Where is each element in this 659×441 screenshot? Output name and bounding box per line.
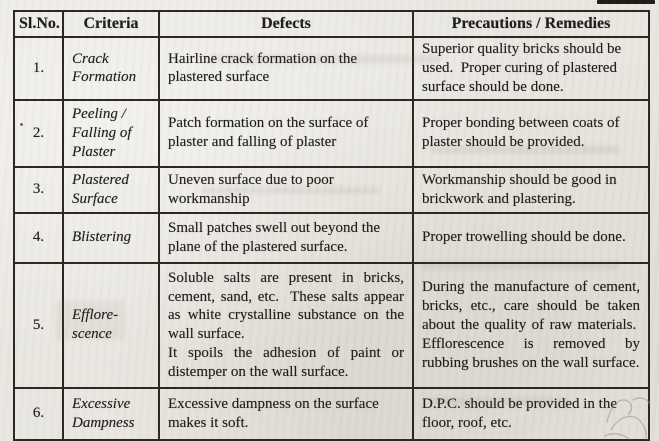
pencil-scribble-mark [604, 397, 651, 440]
criteria-cell: Peeling / Falling of Plaster [62, 98, 160, 168]
criteria-cell: Blistering [62, 211, 160, 264]
header-defects: Defects [158, 9, 414, 39]
defects-cell: Uneven surface due to poor workmanship [158, 165, 414, 214]
table-row: 5. Efflore- scence Soluble salts are pre… [13, 261, 650, 389]
precautions-cell: Superior quality bricks should be used. … [412, 36, 650, 101]
defects-cell: Small patches swell out beyond the plane… [158, 211, 414, 264]
criteria-cell: Crack Formation [62, 36, 160, 101]
header-precautions: Precautions / Remedies [412, 9, 650, 39]
precautions-cell: Proper trowelling should be done. [412, 211, 650, 264]
defects-cell: Soluble salts are present in bricks, cem… [158, 261, 414, 389]
row-number: 5. [13, 261, 64, 389]
scan-artifact-line [597, 0, 655, 4]
header-slno: Sl.No. [13, 9, 64, 39]
table-row: 2. Peeling / Falling of Plaster Patch fo… [13, 98, 650, 168]
criteria-cell: Efflore- scence [62, 261, 160, 389]
table-row: 3. Plastered Surface Uneven surface due … [13, 165, 650, 214]
table-row: 1. Crack Formation Hairline crack format… [13, 36, 650, 101]
precautions-cell: Workmanship should be good in brickwork … [412, 165, 650, 214]
scan-artifact-dot [20, 123, 23, 126]
row-number: 2. [13, 98, 64, 168]
criteria-cell: Excessive Dampness [62, 386, 160, 441]
row-number: 4. [13, 211, 64, 264]
criteria-cell: Plastered Surface [62, 165, 160, 214]
defects-cell: Hairline crack formation on the plastere… [158, 36, 414, 101]
defects-cell: Patch formation on the surface of plaste… [158, 98, 414, 168]
precautions-cell: Proper bonding between coats of plaster … [412, 98, 650, 168]
table-row: 4. Blistering Small patches swell out be… [13, 211, 650, 264]
precautions-cell: During the manufacture of cement, bricks… [412, 261, 650, 389]
row-number: 3. [13, 165, 64, 214]
defects-precautions-table: Sl.No. Criteria Defects Precautions / Re… [13, 9, 650, 441]
defects-cell: Excessive dampness on the surface makes … [158, 386, 414, 441]
precautions-cell: D.P.C. should be provided in the floor, … [412, 386, 650, 441]
table-row: 6. Excessive Dampness Excessive dampness… [13, 386, 650, 441]
table-header-row: Sl.No. Criteria Defects Precautions / Re… [13, 9, 650, 39]
row-number: 6. [13, 386, 64, 441]
row-number: 1. [13, 36, 64, 101]
header-criteria: Criteria [62, 9, 160, 39]
